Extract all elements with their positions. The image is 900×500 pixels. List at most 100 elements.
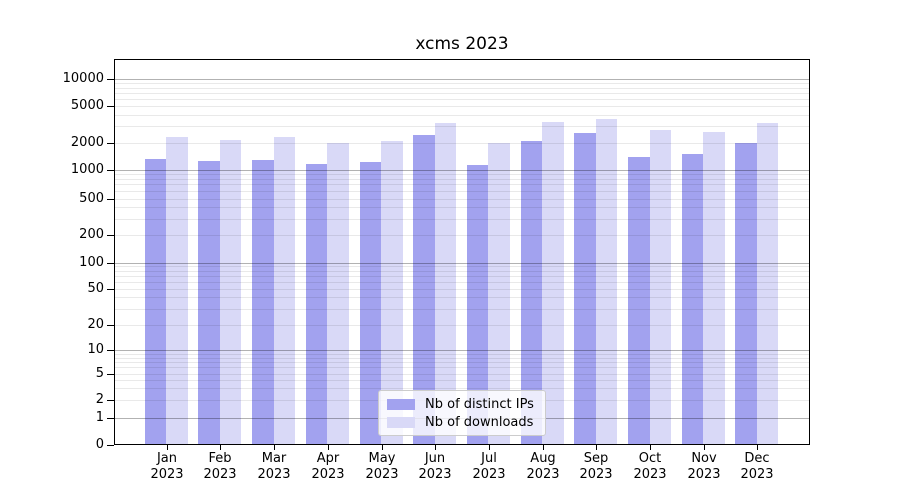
x-tick-label-line: May: [368, 451, 396, 466]
x-tick-label: Aug 2023: [515, 451, 571, 483]
x-tick: [757, 445, 758, 450]
gridline-minor: [115, 354, 809, 355]
gridline-minor: [115, 271, 809, 272]
gridline-minor: [115, 282, 809, 283]
y-tick-label: 10000: [62, 71, 104, 86]
bar-nb-of-downloads-oct: [649, 130, 671, 444]
gridline-minor: [115, 266, 809, 267]
gridline-minor: [115, 235, 809, 236]
y-tick: [107, 199, 114, 200]
gridline-minor: [115, 115, 809, 116]
y-tick-label: 0: [95, 437, 104, 452]
x-tick-label-line: 2023: [633, 467, 667, 482]
gridline-minor: [115, 207, 809, 208]
gridline-minor: [115, 276, 809, 277]
x-tick-label-line: 2023: [526, 467, 560, 482]
x-tick-label-line: 2023: [150, 467, 184, 482]
x-tick-label-line: Oct: [638, 451, 662, 466]
gridline-minor: [115, 289, 809, 290]
x-tick-label-line: Aug: [530, 451, 556, 466]
bar-nb-of-distinct-ips-apr: [305, 164, 328, 444]
bar-nb-of-distinct-ips-mar: [252, 159, 274, 444]
y-tick-label: 10: [87, 342, 104, 357]
x-tick: [543, 445, 544, 450]
gridline-minor: [115, 143, 809, 144]
x-tick-label-line: Dec: [744, 451, 770, 466]
x-tick: [596, 445, 597, 450]
gridline-minor: [115, 367, 809, 368]
x-tick-label-line: Sep: [583, 451, 609, 466]
x-tick-label: May 2023: [354, 451, 410, 483]
y-tick-label: 5000: [70, 98, 104, 113]
y-tick: [107, 263, 114, 264]
bar-nb-of-distinct-ips-dec: [735, 142, 757, 444]
legend-label-downloads: Nb of downloads: [425, 414, 534, 430]
legend-label-distinct-ips: Nb of distinct IPs: [425, 396, 534, 412]
gridline-minor: [115, 184, 809, 185]
x-tick-label-line: Jan: [156, 451, 178, 466]
y-tick: [107, 170, 114, 171]
y-tick-label: 200: [79, 227, 104, 242]
y-tick: [107, 289, 114, 290]
y-tick-label: 100: [79, 255, 104, 270]
gridline-minor: [115, 174, 809, 175]
x-tick: [167, 445, 168, 450]
x-tick-label: Apr 2023: [300, 451, 356, 483]
gridline-major: [115, 350, 809, 351]
gridline-minor: [115, 309, 809, 310]
bar-nb-of-distinct-ips-feb: [198, 161, 220, 444]
x-tick-label: Jul 2023: [461, 451, 517, 483]
x-tick-label-line: 2023: [365, 467, 399, 482]
x-tick: [489, 445, 490, 450]
x-tick-label-line: 2023: [203, 467, 237, 482]
x-tick-label: Jun 2023: [407, 451, 463, 483]
x-tick-label: Mar 2023: [246, 451, 302, 483]
x-tick-label-line: Nov: [691, 451, 717, 466]
bar-nb-of-distinct-ips-aug: [520, 141, 543, 444]
x-tick-label-line: 2023: [579, 467, 613, 482]
x-tick: [704, 445, 705, 450]
gridline-minor: [115, 325, 809, 326]
y-tick: [107, 325, 114, 326]
x-tick-label-line: 2023: [418, 467, 452, 482]
y-tick-label: 50: [87, 281, 104, 296]
y-tick-label: 1: [95, 410, 104, 425]
y-tick: [107, 79, 114, 80]
bar-nb-of-distinct-ips-jun: [413, 135, 435, 444]
x-tick-label-line: Apr: [316, 451, 340, 466]
chart-title: xcms 2023: [415, 34, 509, 54]
y-tick: [107, 418, 114, 419]
gridline-minor: [115, 362, 809, 363]
bar-nb-of-distinct-ips-sep: [574, 132, 596, 444]
x-tick: [650, 445, 651, 450]
x-tick-label: Sep 2023: [568, 451, 624, 483]
x-tick-label-line: 2023: [311, 467, 345, 482]
x-tick-label-line: 2023: [687, 467, 721, 482]
x-tick-label: Feb 2023: [192, 451, 248, 483]
x-tick-label: Dec 2023: [729, 451, 785, 483]
bar-nb-of-downloads-jun: [434, 122, 457, 444]
gridline-minor: [115, 126, 809, 127]
bar-nb-of-downloads-nov: [703, 132, 725, 444]
y-tick: [107, 445, 114, 446]
bar-nb-of-distinct-ips-oct: [628, 157, 650, 444]
y-tick-label: 2: [95, 392, 104, 407]
bar-nb-of-distinct-ips-may: [359, 162, 381, 444]
x-tick-label: Jan 2023: [139, 451, 195, 483]
gridline-major: [115, 79, 809, 80]
y-tick: [107, 106, 114, 107]
bar-nb-of-downloads-apr: [327, 142, 349, 444]
gridline-minor: [115, 297, 809, 298]
y-tick-label: 500: [79, 191, 104, 206]
bar-nb-of-distinct-ips-nov: [681, 154, 704, 444]
gridline-minor: [115, 374, 809, 375]
bar-nb-of-downloads-jan: [166, 137, 188, 444]
legend-swatch-distinct-ips: [387, 398, 415, 410]
x-tick: [382, 445, 383, 450]
bar-nb-of-downloads-feb: [219, 140, 242, 444]
bar-nb-of-downloads-jul: [488, 143, 510, 444]
gridline-minor: [115, 219, 809, 220]
x-tick-label: Oct 2023: [622, 451, 678, 483]
bar-nb-of-downloads-aug: [542, 121, 564, 444]
